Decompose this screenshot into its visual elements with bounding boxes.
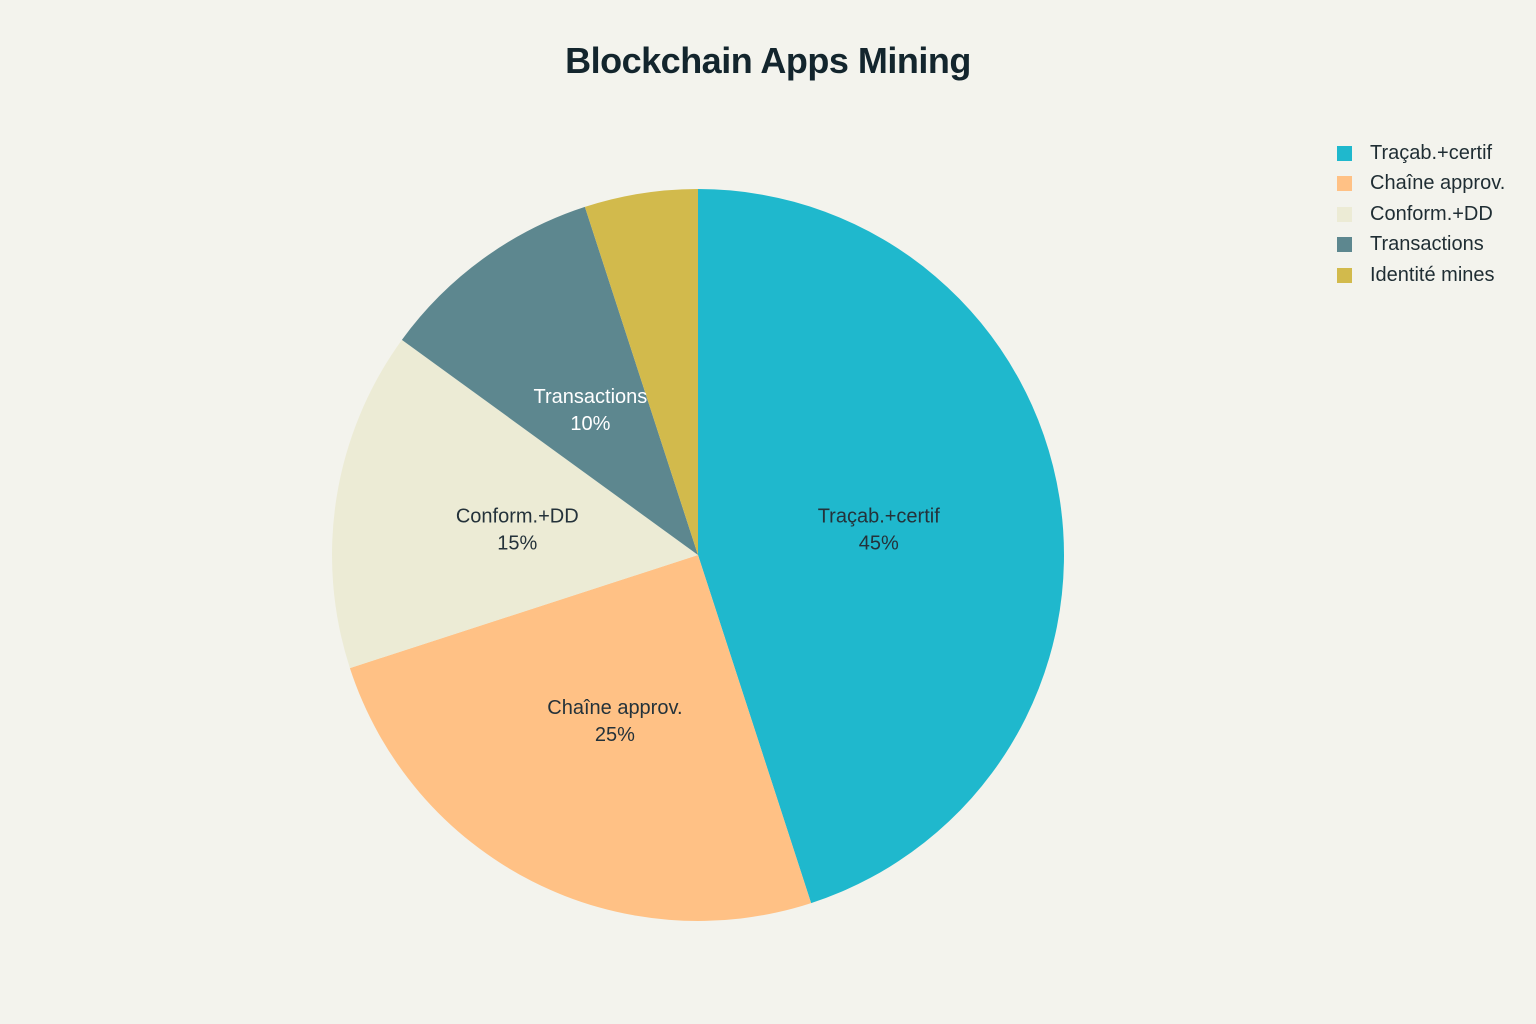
pie-slice-1	[698, 189, 1064, 904]
legend-label: Identité mines	[1370, 263, 1495, 286]
slice-label-2: Chaîne approv.	[547, 697, 682, 719]
legend-item-1[interactable]: Traçab.+certif	[1337, 138, 1505, 169]
legend-label: Conform.+DD	[1370, 202, 1493, 225]
legend-item-2[interactable]: Chaîne approv.	[1337, 169, 1505, 200]
legend: Traçab.+certif Chaîne approv. Conform.+DD T…	[1337, 138, 1505, 291]
legend-swatch	[1337, 206, 1352, 222]
slice-value-2: 25%	[595, 724, 635, 746]
legend-item-4[interactable]: Transactions	[1337, 230, 1505, 261]
legend-item-5[interactable]: Identité mines	[1337, 260, 1505, 291]
legend-swatch	[1337, 145, 1352, 161]
pie-slices	[332, 189, 1064, 921]
pie-slice-5	[584, 189, 698, 555]
legend-label: Traçab.+certif	[1370, 141, 1493, 164]
pie-slice-2	[349, 555, 812, 921]
slice-label-4: Transactions	[534, 386, 648, 408]
pie-slice-4	[401, 206, 698, 555]
slice-value-1: 45%	[859, 532, 899, 554]
legend-item-3[interactable]: Conform.+DD	[1337, 199, 1505, 230]
slice-label-3: Conform.+DD	[456, 505, 579, 527]
slice-label-1: Traçab.+certif	[818, 505, 941, 527]
legend-label: Transactions	[1370, 233, 1484, 256]
pie-slice-3	[332, 339, 698, 669]
chart-title: Blockchain Apps Mining	[565, 40, 971, 81]
legend-label: Chaîne approv.	[1370, 172, 1506, 195]
legend-swatch	[1337, 267, 1352, 283]
slice-value-4: 10%	[570, 413, 610, 435]
slice-value-3: 15%	[497, 532, 537, 554]
pie-labels: Traçab.+certif 45% Chaîne approv. 25% Confor…	[456, 386, 940, 746]
legend-swatch	[1337, 176, 1352, 192]
legend-swatch	[1337, 237, 1352, 253]
